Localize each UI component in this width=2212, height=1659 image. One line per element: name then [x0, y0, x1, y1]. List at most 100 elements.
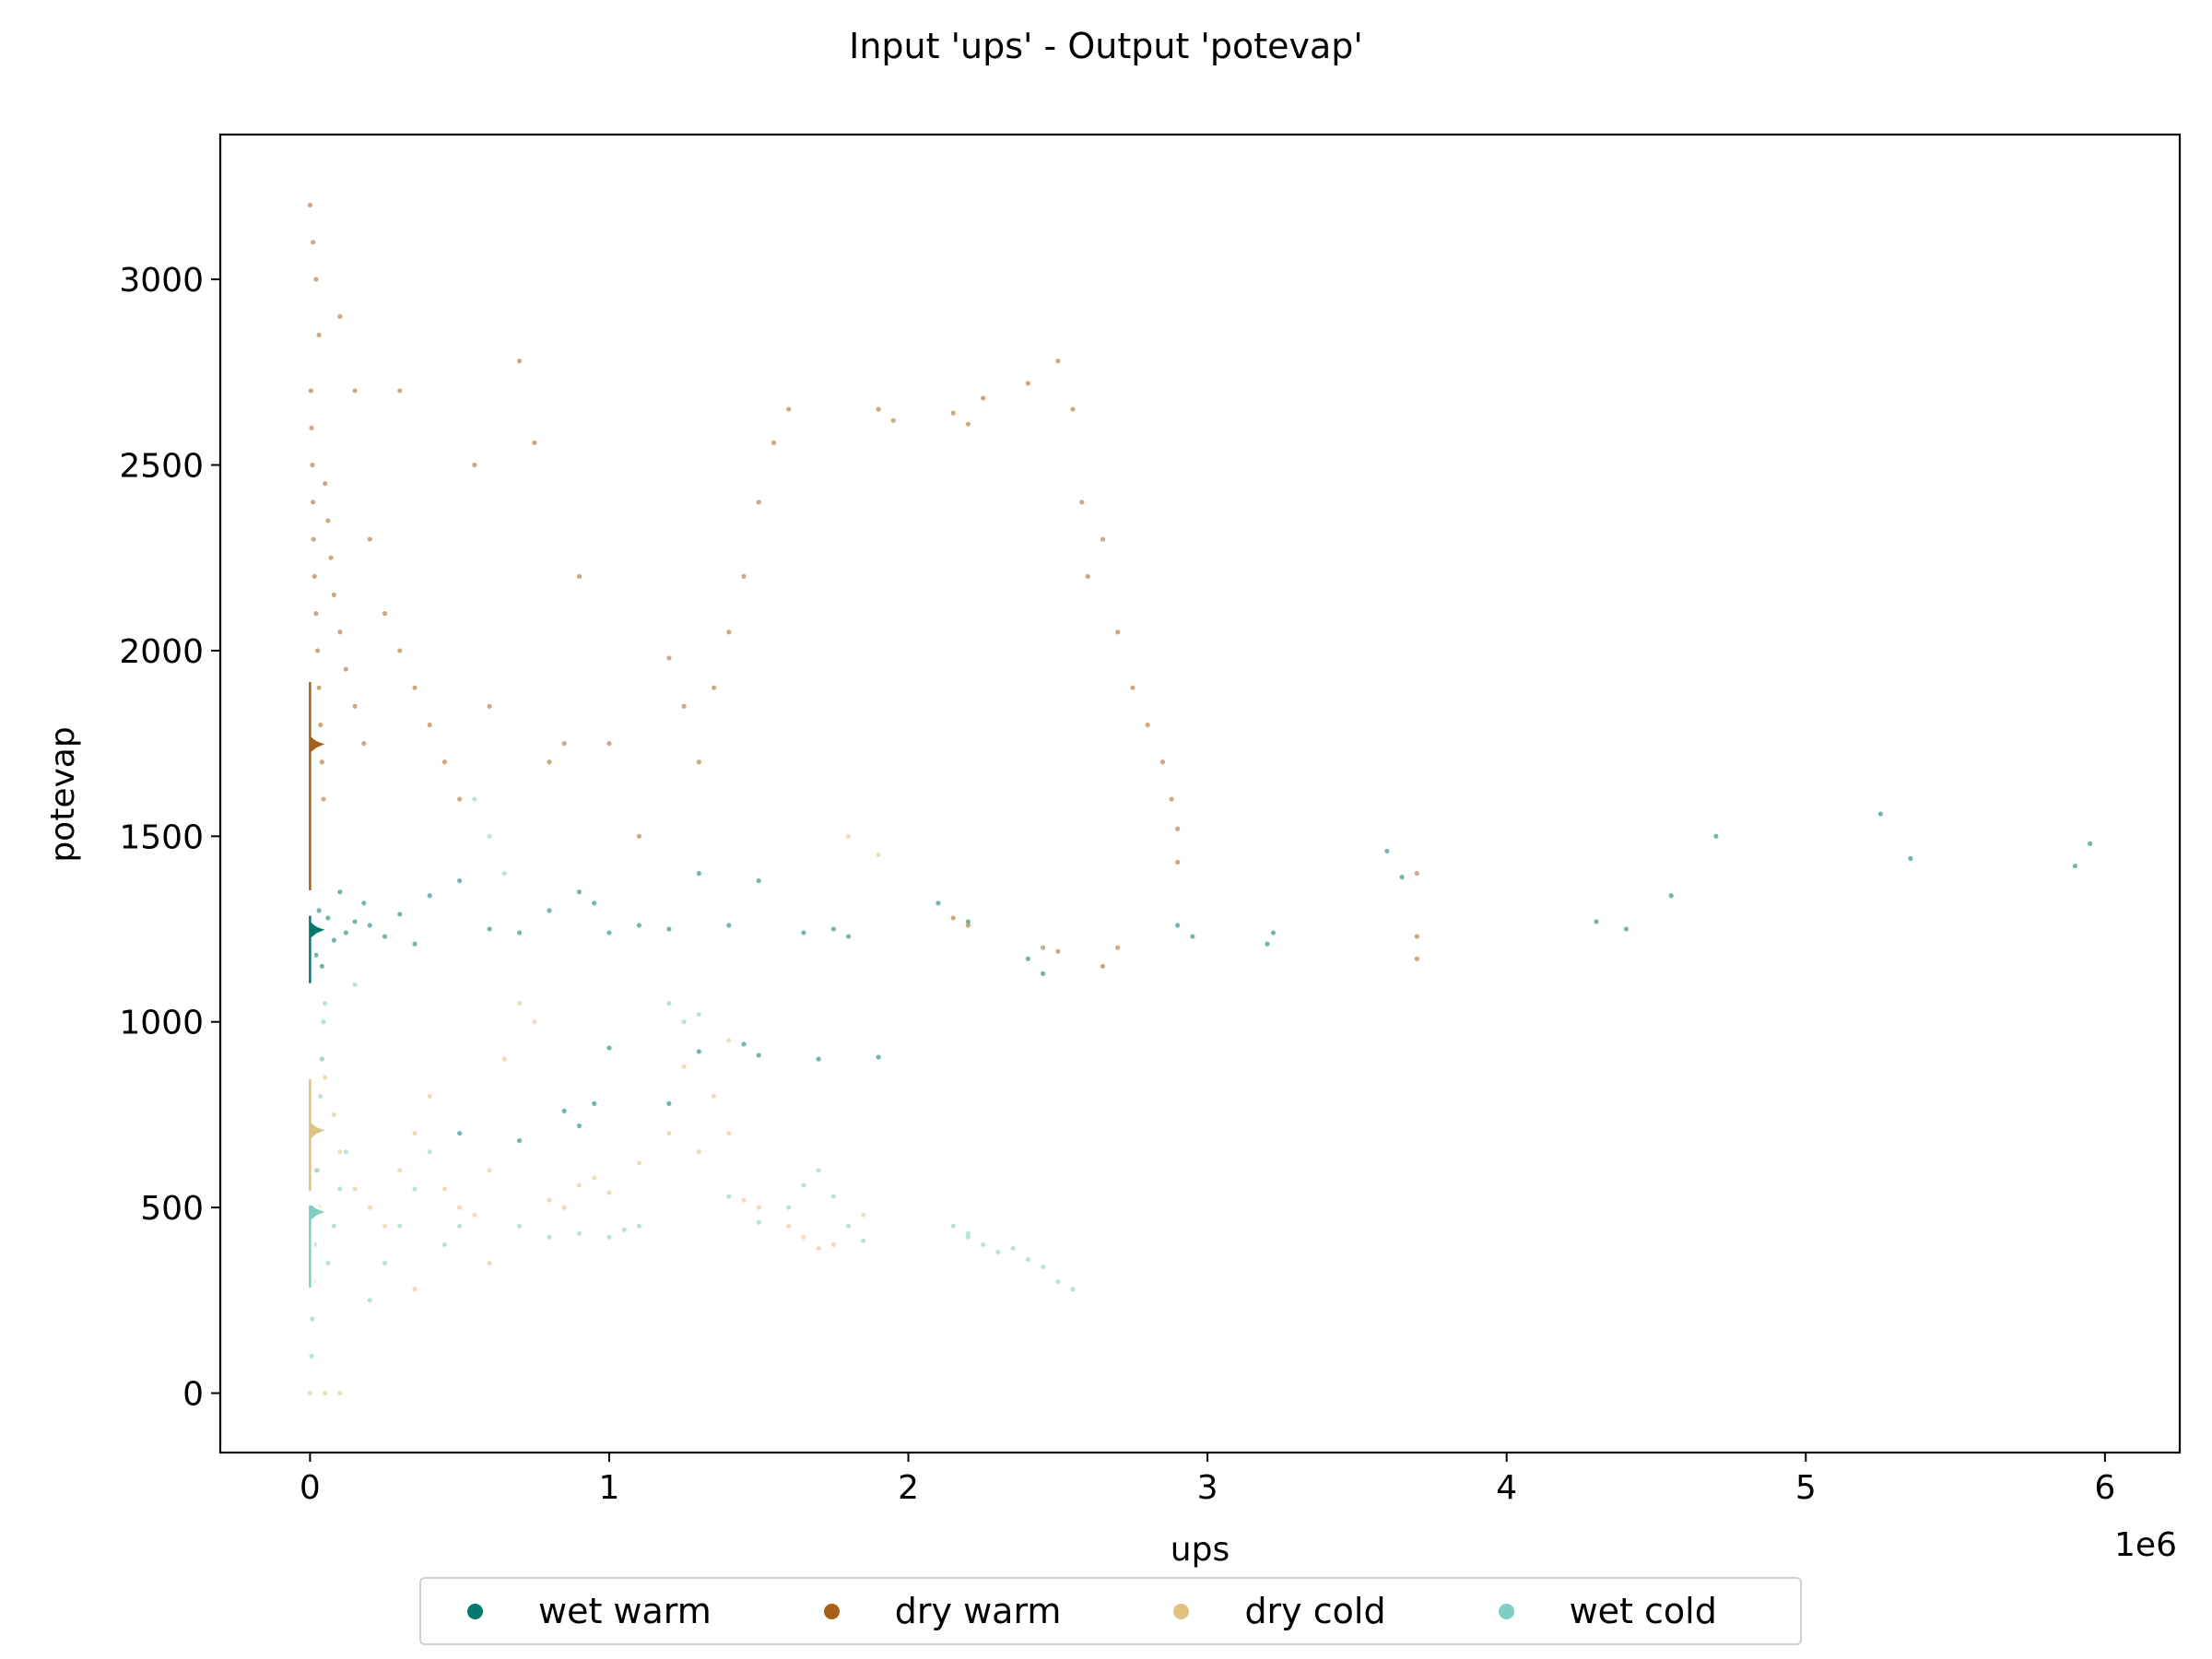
data-point: [1414, 956, 1419, 961]
data-point: [397, 648, 403, 653]
data-point: [621, 1227, 627, 1232]
data-point: [361, 900, 367, 906]
data-point: [308, 388, 313, 394]
data-point: [331, 1112, 336, 1118]
data-point: [592, 1175, 597, 1181]
data-point: [950, 410, 956, 416]
y-axis-label: potevap: [44, 726, 82, 862]
density-contour-wet-warm: [305, 912, 336, 987]
data-point: [1159, 759, 1166, 765]
data-point: [337, 313, 343, 319]
data-point: [397, 912, 403, 917]
data-point: [318, 1093, 324, 1099]
y-tick-label: 3000: [119, 262, 204, 300]
data-point: [367, 923, 372, 928]
data-point: [606, 1190, 612, 1195]
y-tick-label: 0: [182, 1376, 204, 1414]
data-point: [995, 1249, 1001, 1255]
density-contour-dry-cold: [305, 1076, 336, 1194]
data-point: [1270, 930, 1277, 935]
data-point: [516, 1138, 523, 1144]
density-contour-dry-warm: [305, 678, 336, 894]
data-point: [816, 1056, 821, 1062]
data-point: [696, 1012, 701, 1018]
data-point: [325, 915, 331, 921]
data-point: [472, 796, 477, 802]
series-dry-cold: [307, 833, 881, 1396]
data-point: [696, 759, 701, 765]
data-point: [681, 1019, 687, 1025]
legend-label: dry warm: [894, 1591, 1062, 1631]
data-point: [501, 871, 507, 877]
data-point: [312, 573, 317, 579]
data-point: [636, 1223, 642, 1229]
density-contour-wet-cold: [305, 1202, 336, 1291]
data-point: [561, 1108, 567, 1114]
legend-marker: [467, 1603, 483, 1619]
legend-label: dry cold: [1244, 1591, 1386, 1631]
data-point: [311, 536, 316, 542]
data-point: [310, 462, 315, 468]
data-point: [1100, 963, 1106, 969]
data-point: [606, 1234, 612, 1240]
data-point: [681, 1064, 687, 1069]
data-point: [457, 1223, 463, 1229]
data-point: [427, 1149, 432, 1155]
data-point: [319, 759, 324, 765]
data-point: [756, 878, 761, 884]
data-point: [741, 1041, 747, 1047]
data-point: [516, 930, 523, 935]
x-ticks: 0 1 2 3 4 5 6: [300, 1453, 2115, 1507]
data-point: [1190, 934, 1195, 939]
x-tick-label: 5: [1795, 1469, 1817, 1507]
data-point: [846, 833, 852, 839]
data-point: [314, 648, 321, 653]
data-point: [343, 1149, 348, 1155]
data-point: [331, 1223, 336, 1229]
data-point: [576, 1123, 582, 1129]
y-tick-label: 2500: [119, 448, 204, 486]
data-point: [307, 1390, 312, 1396]
data-point: [1908, 855, 1913, 862]
data-point: [801, 1182, 806, 1188]
data-point: [636, 1160, 642, 1166]
data-point: [1010, 1245, 1016, 1252]
data-point: [331, 937, 336, 943]
data-point: [367, 1298, 372, 1303]
data-point: [1115, 629, 1121, 635]
data-point: [441, 1241, 448, 1248]
data-point: [457, 796, 463, 802]
data-point: [325, 1260, 331, 1266]
data-point: [786, 1205, 792, 1210]
data-point: [547, 1197, 552, 1203]
data-point: [547, 1234, 552, 1240]
data-point: [606, 930, 612, 935]
data-point: [1025, 956, 1030, 961]
data-point: [846, 1223, 852, 1229]
data-point: [412, 1186, 418, 1192]
data-point: [965, 919, 971, 924]
data-point: [1414, 934, 1419, 939]
data-point: [726, 629, 732, 635]
data-point: [711, 685, 717, 690]
data-point: [397, 1223, 403, 1229]
legend-marker: [823, 1603, 840, 1619]
data-point: [367, 536, 372, 542]
data-point: [309, 425, 314, 430]
data-point: [666, 655, 672, 661]
legend-label: wet cold: [1569, 1591, 1717, 1631]
series-dry-warm: [307, 202, 1419, 969]
chart-title: Input 'ups' - Output 'potevap': [849, 26, 1363, 66]
data-point: [532, 440, 537, 445]
data-point: [310, 1316, 315, 1322]
data-point: [323, 481, 328, 487]
data-point: [830, 1194, 836, 1199]
data-point: [726, 1038, 732, 1043]
data-point: [1175, 859, 1181, 865]
data-point: [1040, 971, 1046, 976]
data-point: [696, 871, 701, 877]
x-axis-label: ups: [1171, 1531, 1230, 1569]
data-point: [472, 1212, 477, 1218]
data-point: [606, 741, 612, 747]
data-point: [337, 889, 343, 895]
